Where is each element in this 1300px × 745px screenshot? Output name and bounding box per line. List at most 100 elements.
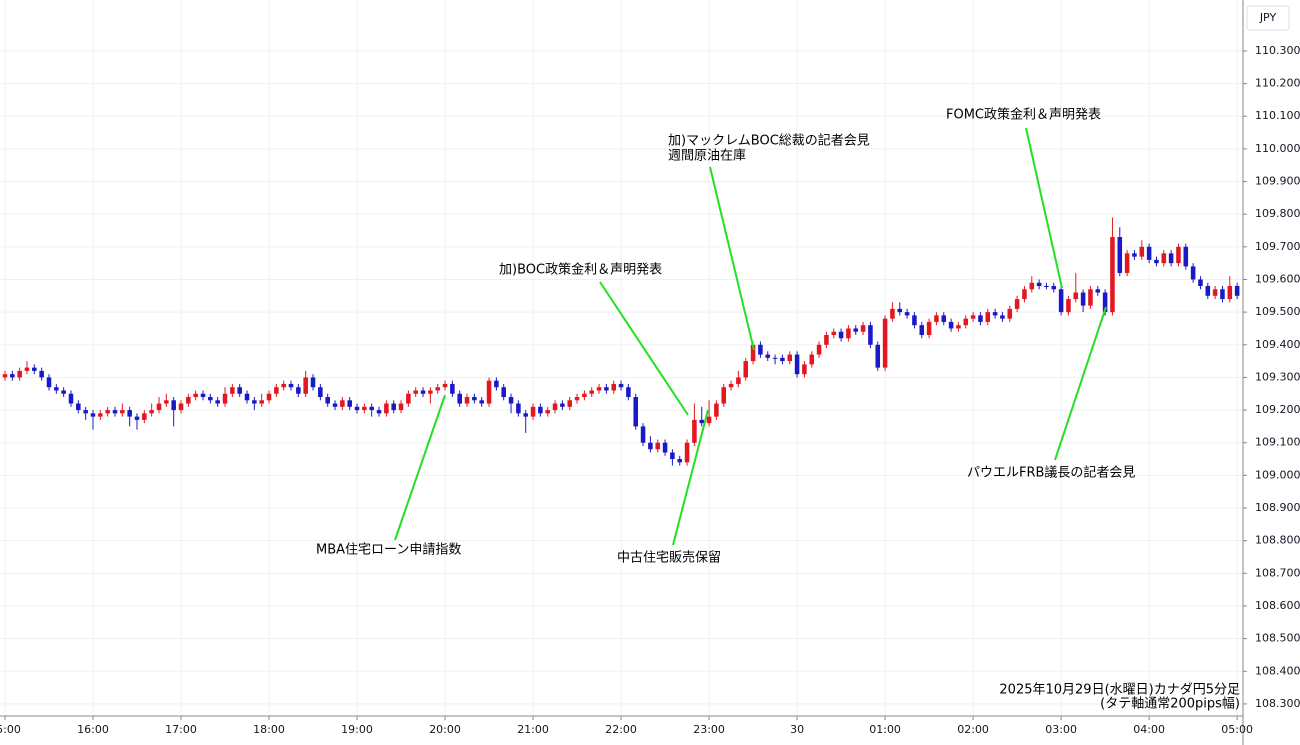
candle-body: [112, 410, 118, 414]
candle-body: [178, 403, 184, 411]
candle-body: [860, 325, 866, 332]
candle-body: [39, 370, 44, 378]
candle-body: [237, 387, 242, 394]
y-tick-label: 108.700: [1255, 566, 1300, 579]
candle-body: [479, 400, 484, 404]
candle-body: [83, 410, 88, 414]
candle-body: [230, 387, 235, 394]
candle-body: [567, 400, 572, 407]
candle-body: [90, 413, 96, 417]
candle-body: [2, 374, 8, 378]
candle-body: [413, 390, 418, 394]
candle-body: [941, 315, 947, 322]
y-tick-label: 109.300: [1255, 370, 1300, 383]
candle-body: [926, 321, 932, 335]
x-tick-label: 22:00: [605, 723, 637, 736]
candle-body: [222, 393, 228, 404]
annotation-pointer: [394, 394, 446, 541]
candle-body: [758, 344, 763, 355]
candle-body: [10, 374, 15, 378]
candle-body: [420, 390, 426, 394]
annotation-pointer: [1054, 306, 1107, 461]
candle-body: [538, 406, 543, 414]
candle-body: [1146, 246, 1152, 260]
annotation-pointer: [709, 166, 755, 351]
candle-body: [706, 416, 712, 424]
candle-body: [530, 406, 536, 417]
candle-body: [105, 410, 110, 414]
candle-body: [369, 406, 374, 411]
candle-body: [457, 393, 462, 404]
candle-body: [156, 403, 162, 411]
candle-body: [464, 397, 470, 404]
x-tick-label: 23:00: [693, 723, 725, 736]
candle-body: [296, 387, 301, 394]
x-tick-label: 19:00: [341, 723, 373, 736]
candle-body: [897, 308, 903, 313]
candle-body: [626, 387, 631, 398]
candle-body: [787, 354, 793, 362]
candle-body: [508, 397, 514, 404]
candle-body: [574, 397, 580, 401]
candle-body: [853, 328, 859, 332]
candle-body: [699, 419, 705, 424]
candle-body: [17, 370, 22, 378]
candle-body: [1036, 282, 1042, 287]
candle-body: [1095, 289, 1101, 293]
candle-body: [1124, 253, 1130, 273]
candle-body: [1066, 299, 1071, 313]
candle-body: [1014, 299, 1020, 309]
candle-body: [1051, 286, 1057, 290]
candle-body: [582, 393, 587, 398]
candle-body: [442, 383, 448, 388]
annotation: MBA住宅ローン申請指数: [316, 543, 461, 558]
chart-note: 2025年10月29日(水曜日)カナダ円5分足: [999, 683, 1240, 698]
candle-body: [310, 377, 316, 388]
y-tick-label: 108.500: [1255, 632, 1300, 645]
y-tick-label: 108.900: [1255, 501, 1300, 514]
candle-body: [354, 406, 360, 411]
candle-body: [1234, 286, 1240, 296]
candle-body: [1183, 246, 1189, 267]
candle-body: [318, 387, 323, 398]
candle-body: [545, 410, 550, 414]
annotation: 加)マックレムBOC総裁の記者会見: [668, 133, 870, 149]
candle-body: [772, 357, 778, 359]
candle-body: [516, 403, 521, 414]
candle-body: [120, 410, 125, 414]
y-tick-label: 109.400: [1255, 338, 1300, 351]
currency-box: [1246, 5, 1290, 31]
y-tick-label: 110.200: [1255, 77, 1300, 90]
candle-body: [288, 383, 294, 388]
candle-body: [1000, 315, 1005, 319]
candle-body: [1058, 289, 1064, 313]
candle-body: [655, 442, 661, 450]
candle-body: [809, 354, 815, 365]
candle-body: [134, 416, 140, 420]
candle-body: [802, 364, 807, 375]
candle-body: [1190, 266, 1196, 280]
y-tick-label: 108.300: [1255, 697, 1300, 710]
x-tick-label: 30: [790, 723, 804, 736]
candle-body: [142, 413, 147, 420]
x-tick-label: 18:00: [253, 723, 285, 736]
candle-body: [1176, 246, 1181, 264]
candle-body: [24, 367, 30, 371]
candle-body: [332, 403, 338, 407]
candle-body: [1102, 292, 1108, 313]
candle-body: [677, 459, 683, 463]
x-tick-label: 02:00: [957, 723, 989, 736]
candle-body: [127, 410, 132, 417]
candle-body: [98, 413, 103, 417]
candle-body: [692, 419, 697, 443]
candle-body: [68, 393, 74, 404]
candle-body: [1110, 237, 1115, 313]
annotation: FOMC政策金利＆声明発表: [946, 107, 1101, 123]
y-tick-label: 108.400: [1255, 664, 1300, 677]
candle-body: [274, 387, 279, 394]
candle-body: [1227, 286, 1233, 300]
y-tick-label: 109.200: [1255, 403, 1300, 416]
candle-body: [662, 442, 668, 453]
x-tick-label: 15:00: [0, 723, 21, 736]
